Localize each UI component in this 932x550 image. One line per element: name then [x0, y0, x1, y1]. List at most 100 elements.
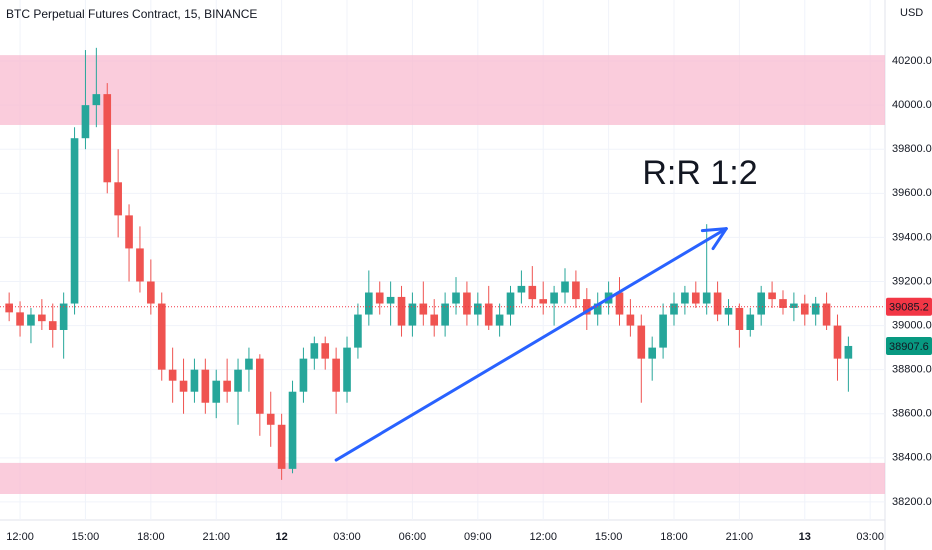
- candle-body: [277, 424, 286, 469]
- candle-body: [495, 314, 504, 326]
- candle-body: [190, 369, 199, 392]
- annotation: R:R 1:2: [642, 154, 757, 192]
- y-tick-label: 38600.0: [892, 408, 932, 420]
- y-tick-label: 39600.0: [892, 187, 932, 199]
- candle-body: [735, 307, 744, 330]
- candle-body: [572, 281, 580, 300]
- candle-body: [70, 138, 79, 304]
- y-tick-label: 40200.0: [892, 55, 932, 67]
- trend-arrow: [334, 227, 728, 462]
- candle-body: [528, 285, 537, 300]
- candle-body: [245, 358, 253, 370]
- candle-body: [354, 314, 362, 348]
- y-tick-label: 38400.0: [892, 452, 932, 464]
- candle-body: [844, 345, 853, 359]
- candle-body: [321, 343, 330, 359]
- candle-body: [724, 307, 733, 315]
- y-tick-label: 40000.0: [892, 99, 932, 111]
- candle-body: [179, 380, 188, 392]
- currency-label: USD: [900, 7, 923, 19]
- candle-body: [790, 303, 798, 308]
- y-tick-label: 39200.0: [892, 275, 932, 287]
- chart-title: BTC Perpetual Futures Contract, 15, BINA…: [6, 7, 257, 21]
- x-tick-label: 06:00: [399, 531, 427, 543]
- candle-body: [343, 347, 351, 392]
- zones: [0, 55, 885, 494]
- price-label-bg: [886, 297, 932, 316]
- candle-body: [593, 303, 602, 315]
- x-tick-label: 18:00: [137, 531, 165, 543]
- candle-body: [637, 325, 646, 359]
- candle-body: [386, 296, 395, 304]
- x-tick-label: 03:00: [856, 531, 884, 543]
- candle-body: [822, 303, 831, 326]
- candle-body: [397, 296, 406, 326]
- candle-body: [757, 292, 766, 315]
- x-tick-label: 03:00: [333, 531, 361, 543]
- candle-body: [713, 292, 722, 315]
- candle-body: [201, 369, 210, 403]
- candle-body: [310, 343, 319, 359]
- candle-body: [365, 292, 373, 315]
- x-tick-label: 12: [276, 531, 288, 543]
- candle-body: [5, 303, 13, 313]
- candle-body: [419, 303, 428, 315]
- x-tick-label: 13: [799, 531, 811, 543]
- candle-body: [125, 215, 133, 249]
- price-label: 38907.6: [889, 341, 929, 353]
- x-tick-label: 21:00: [726, 531, 754, 543]
- candle-body: [811, 303, 820, 315]
- candle-body: [691, 292, 700, 304]
- candle-body: [626, 314, 635, 326]
- candle-body: [484, 303, 493, 326]
- candle-body: [550, 292, 558, 304]
- candle-body: [539, 299, 548, 304]
- y-tick-label: 38800.0: [892, 364, 932, 376]
- candle-body: [463, 292, 471, 315]
- candle-body: [114, 182, 122, 216]
- candle-body: [452, 292, 460, 304]
- candle-body: [38, 314, 46, 322]
- y-tick-label: 39000.0: [892, 319, 932, 331]
- candle-body: [147, 281, 155, 304]
- candle-body: [256, 358, 264, 414]
- x-tick-label: 12:00: [6, 531, 34, 543]
- x-tick-label: 18:00: [660, 531, 688, 543]
- candle-body: [92, 94, 101, 106]
- zone: [0, 55, 885, 125]
- candle-body: [561, 281, 569, 293]
- candle-body: [27, 314, 35, 326]
- arrow-head: [700, 227, 728, 251]
- x-tick-label: 15:00: [72, 531, 100, 543]
- candle-body: [157, 303, 166, 370]
- candle-body: [681, 292, 689, 304]
- price-label-bg: [886, 336, 932, 355]
- candles: [5, 47, 853, 480]
- y-tick-label: 39400.0: [892, 231, 932, 243]
- candle-body: [670, 303, 678, 315]
- candle-body: [288, 391, 297, 469]
- candle-body: [702, 292, 711, 304]
- candle-body: [212, 380, 221, 403]
- candle-body: [81, 105, 90, 139]
- x-tick-label: 15:00: [595, 531, 623, 543]
- candle-body: [59, 303, 68, 330]
- candle-body: [48, 321, 57, 330]
- candle-body: [408, 303, 417, 326]
- candle-body: [441, 303, 449, 326]
- x-tick-label: 21:00: [202, 531, 230, 543]
- candle-body: [234, 369, 242, 392]
- candle-body: [266, 413, 275, 425]
- candle-body: [506, 292, 515, 315]
- candle-body: [299, 358, 308, 392]
- candle-body: [779, 299, 787, 308]
- candle-body: [430, 314, 439, 326]
- zone: [0, 462, 885, 494]
- candle-body: [16, 312, 24, 326]
- candle-body: [768, 292, 776, 300]
- price-label: 39085.2: [889, 302, 929, 314]
- candle-body: [517, 285, 526, 293]
- candle-body: [746, 314, 755, 330]
